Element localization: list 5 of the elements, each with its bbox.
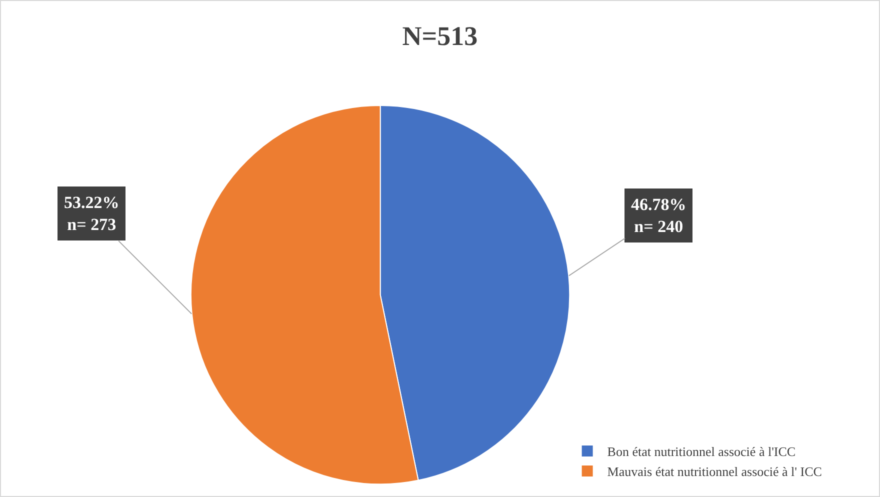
data-label: 53.22% n= 273 (64, 193, 120, 234)
data-label: 46.78% n= 240 (631, 195, 686, 236)
legend-label: Mauvais état nutritionnel associé à l' ICC (607, 464, 822, 480)
chart-title: N=513 (402, 21, 478, 52)
legend-label: Bon état nutritionnel associé à l'ICC (607, 444, 796, 460)
